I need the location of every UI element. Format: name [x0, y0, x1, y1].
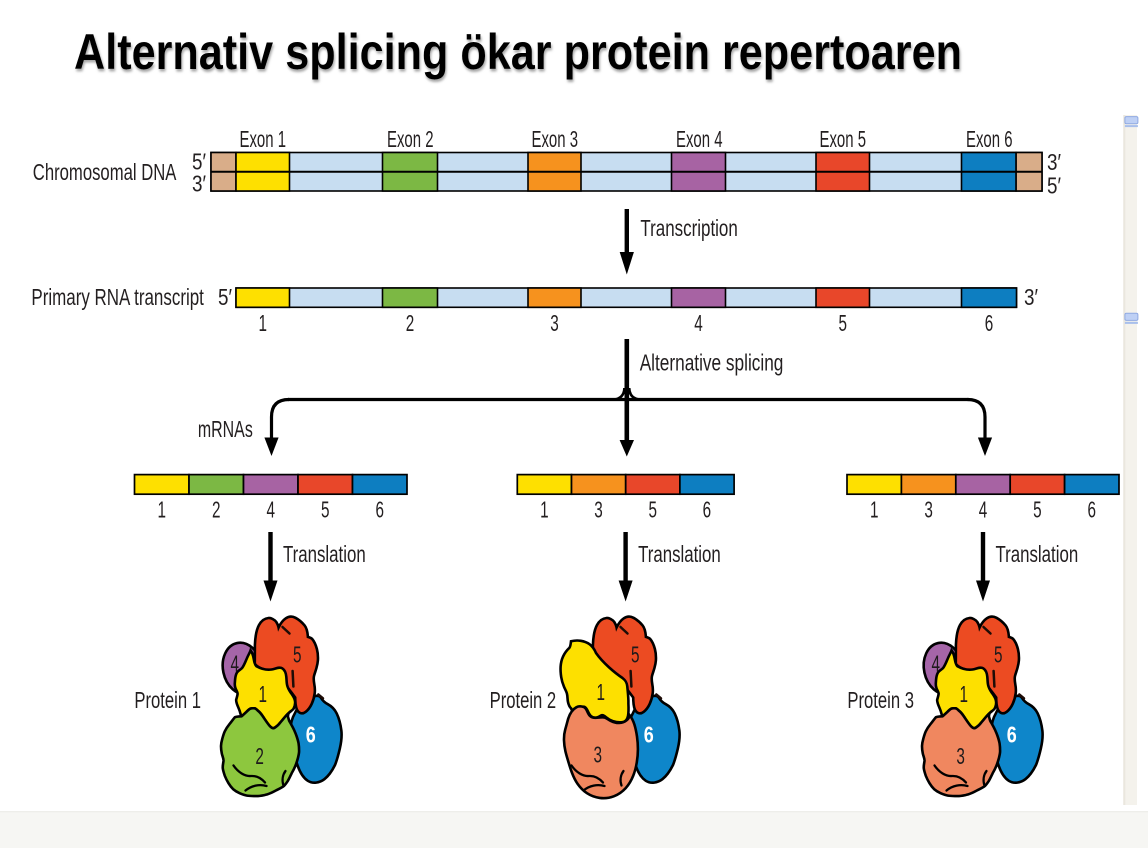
- svg-text:3: 3: [594, 741, 603, 767]
- svg-text:6: 6: [306, 722, 316, 748]
- svg-text:6: 6: [644, 722, 654, 748]
- svg-text:5: 5: [994, 641, 1003, 667]
- svg-text:3′: 3′: [1024, 284, 1038, 310]
- svg-text:Alternativ splicing ökar prote: Alternativ splicing ökar protein reperto…: [74, 24, 962, 80]
- svg-text:6: 6: [703, 497, 712, 523]
- svg-text:5: 5: [293, 641, 302, 667]
- svg-text:2: 2: [406, 310, 415, 336]
- svg-text:Primary RNA transcript: Primary RNA transcript: [31, 284, 204, 310]
- svg-text:3: 3: [956, 743, 965, 769]
- svg-text:Exon 2: Exon 2: [387, 126, 434, 152]
- svg-text:6: 6: [1088, 497, 1097, 523]
- svg-text:Alternative splicing: Alternative splicing: [640, 350, 784, 376]
- svg-text:1: 1: [870, 497, 879, 523]
- svg-text:3: 3: [594, 497, 603, 523]
- svg-text:5′: 5′: [192, 149, 206, 175]
- svg-text:5: 5: [631, 641, 640, 667]
- svg-text:Translation: Translation: [996, 541, 1079, 567]
- svg-text:Exon 5: Exon 5: [820, 126, 867, 152]
- svg-text:4: 4: [694, 310, 703, 336]
- svg-text:1: 1: [540, 497, 549, 523]
- svg-text:Translation: Translation: [283, 541, 366, 567]
- svg-text:mRNAs: mRNAs: [198, 416, 253, 442]
- svg-text:3′: 3′: [192, 171, 206, 197]
- svg-text:5: 5: [1033, 497, 1042, 523]
- svg-text:1: 1: [258, 681, 267, 707]
- svg-text:4: 4: [979, 497, 988, 523]
- svg-text:5: 5: [321, 497, 330, 523]
- svg-text:4: 4: [231, 651, 240, 677]
- svg-text:1: 1: [258, 310, 267, 336]
- svg-text:Protein 2: Protein 2: [490, 687, 557, 713]
- svg-text:Exon 6: Exon 6: [966, 126, 1013, 152]
- svg-text:4: 4: [932, 651, 941, 677]
- svg-text:1: 1: [157, 497, 166, 523]
- svg-text:Chromosomal DNA: Chromosomal DNA: [33, 159, 177, 185]
- svg-text:Transcription: Transcription: [640, 215, 737, 241]
- svg-text:2: 2: [255, 743, 264, 769]
- svg-text:5′: 5′: [1047, 173, 1061, 199]
- svg-text:Protein 3: Protein 3: [847, 687, 914, 713]
- svg-text:Exon 1: Exon 1: [240, 126, 287, 152]
- svg-text:Exon 4: Exon 4: [676, 126, 723, 152]
- svg-text:3: 3: [924, 497, 933, 523]
- svg-text:Protein 1: Protein 1: [134, 687, 201, 713]
- svg-text:2: 2: [212, 497, 221, 523]
- svg-text:5: 5: [838, 310, 847, 336]
- svg-text:1: 1: [959, 681, 968, 707]
- svg-text:6: 6: [375, 497, 384, 523]
- svg-text:6: 6: [1007, 722, 1017, 748]
- svg-text:4: 4: [266, 497, 275, 523]
- svg-text:Translation: Translation: [638, 541, 721, 567]
- svg-text:1: 1: [596, 679, 605, 705]
- svg-text:5: 5: [648, 497, 657, 523]
- svg-text:5′: 5′: [218, 284, 232, 310]
- svg-text:3: 3: [550, 310, 559, 336]
- svg-text:3′: 3′: [1047, 149, 1061, 175]
- svg-text:Exon 3: Exon 3: [532, 126, 579, 152]
- svg-text:6: 6: [985, 310, 994, 336]
